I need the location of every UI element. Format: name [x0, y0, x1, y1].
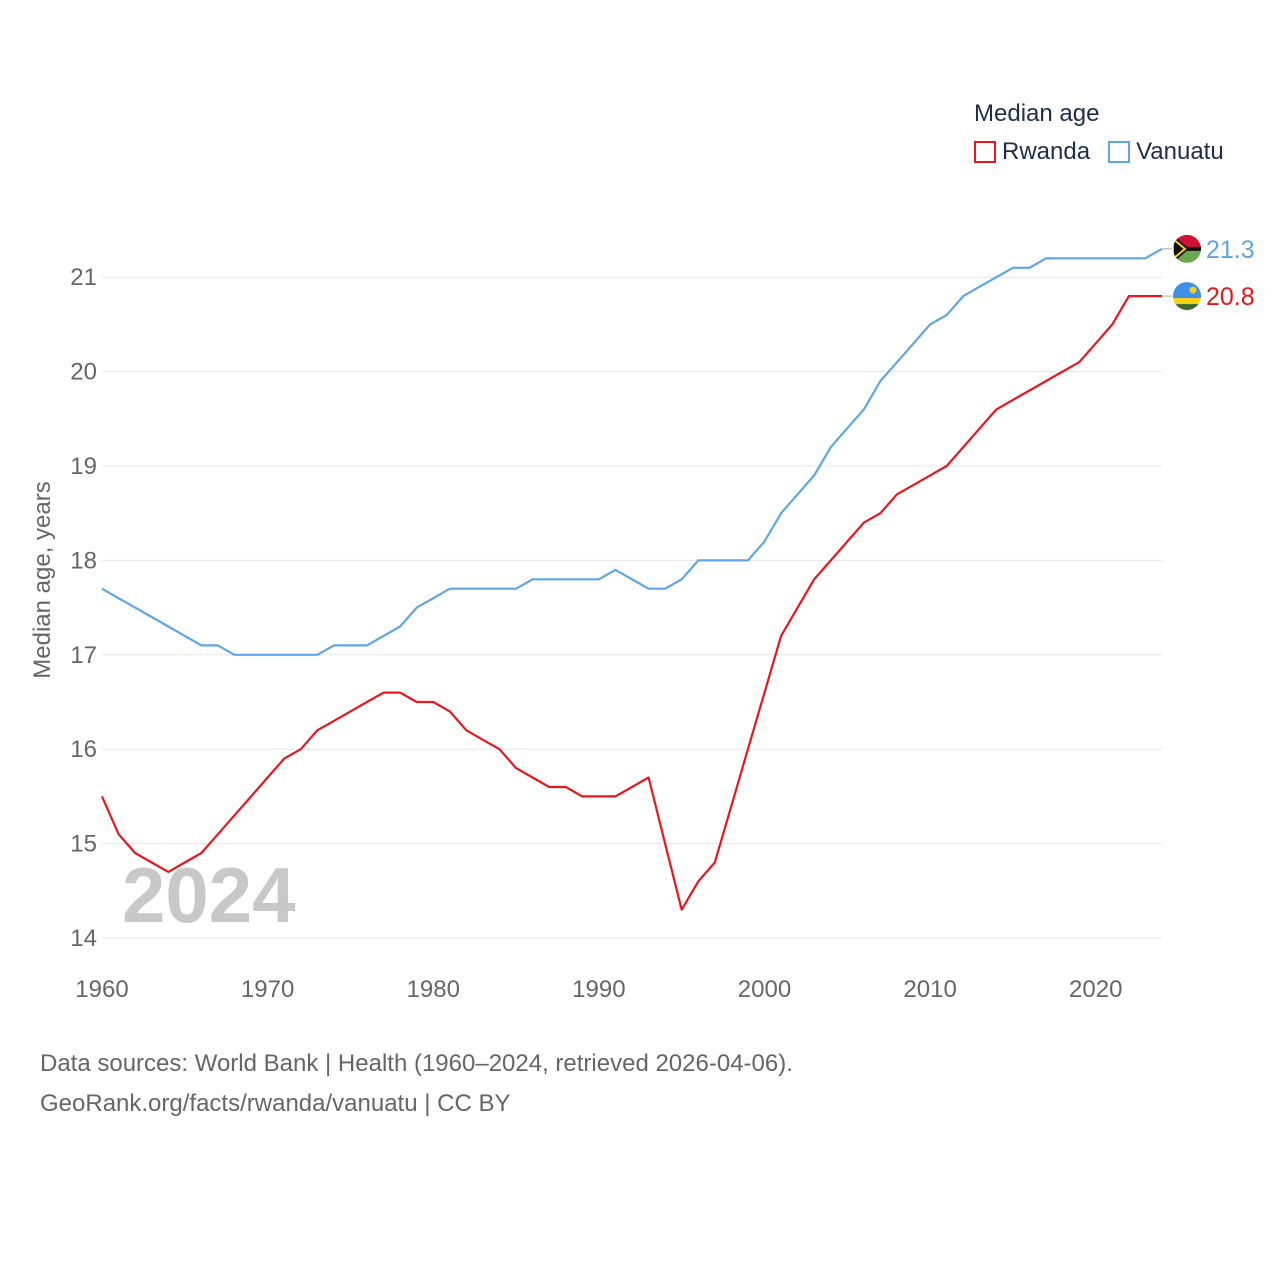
y-tick-label-19: 19 — [70, 453, 97, 480]
x-tick-label-1980: 1980 — [407, 976, 460, 1003]
legend-label-rwanda: Rwanda — [1002, 138, 1091, 165]
y-tick-label-21: 21 — [70, 264, 97, 291]
series-lines — [100, 247, 1163, 911]
legend-item-rwanda[interactable]: Rwanda — [974, 138, 1090, 166]
rwanda-flag-icon — [1173, 282, 1201, 311]
legend: Median age Rwanda Vanuatu — [974, 100, 1224, 166]
y-tick-label-15: 15 — [70, 831, 97, 858]
x-tick-label-1990: 1990 — [572, 976, 625, 1003]
end-value-label-vanuatu: 21.3 — [1206, 236, 1255, 264]
y-tick-label-20: 20 — [70, 359, 97, 386]
grid-lines — [102, 276, 1162, 939]
x-tick-label-1970: 1970 — [241, 976, 294, 1003]
x-tick-label-2000: 2000 — [738, 976, 791, 1003]
x-tick-label-2020: 2020 — [1069, 976, 1122, 1003]
series-line-rwanda — [100, 295, 1162, 911]
end-value-label-rwanda: 20.8 — [1206, 283, 1255, 311]
legend-title: Median age — [974, 100, 1100, 127]
legend-swatch-rwanda — [974, 141, 996, 163]
y-tick-label-14: 14 — [70, 925, 97, 952]
footer: Data sources: World Bank | Health (1960–… — [40, 1044, 793, 1124]
year-watermark: 2024 — [122, 851, 296, 939]
legend-item-vanuatu[interactable]: Vanuatu — [1108, 138, 1224, 166]
attribution-link[interactable]: GeoRank.org/facts/rwanda/vanuatu | CC BY — [40, 1090, 511, 1117]
legend-label-vanuatu: Vanuatu — [1136, 138, 1224, 165]
legend-swatch-vanuatu — [1108, 141, 1131, 163]
y-axis-ticks: 14 15 16 17 18 19 20 21 — [70, 264, 97, 952]
x-axis-ticks: 1960 1970 1980 1990 2000 2010 2020 — [75, 976, 1122, 1003]
y-tick-label-17: 17 — [70, 642, 97, 669]
series-line-vanuatu — [101, 247, 1163, 656]
x-tick-label-1960: 1960 — [75, 976, 128, 1003]
y-axis-label: Median age, years — [29, 481, 56, 678]
x-tick-label-2010: 2010 — [903, 976, 956, 1003]
vanuatu-flag-icon — [1173, 234, 1201, 263]
end-markers: 20.8 21.3 — [1162, 234, 1255, 311]
y-tick-label-16: 16 — [70, 736, 97, 763]
y-tick-label-18: 18 — [70, 547, 97, 574]
data-sources-text: Data sources: World Bank | Health (1960–… — [40, 1050, 793, 1077]
